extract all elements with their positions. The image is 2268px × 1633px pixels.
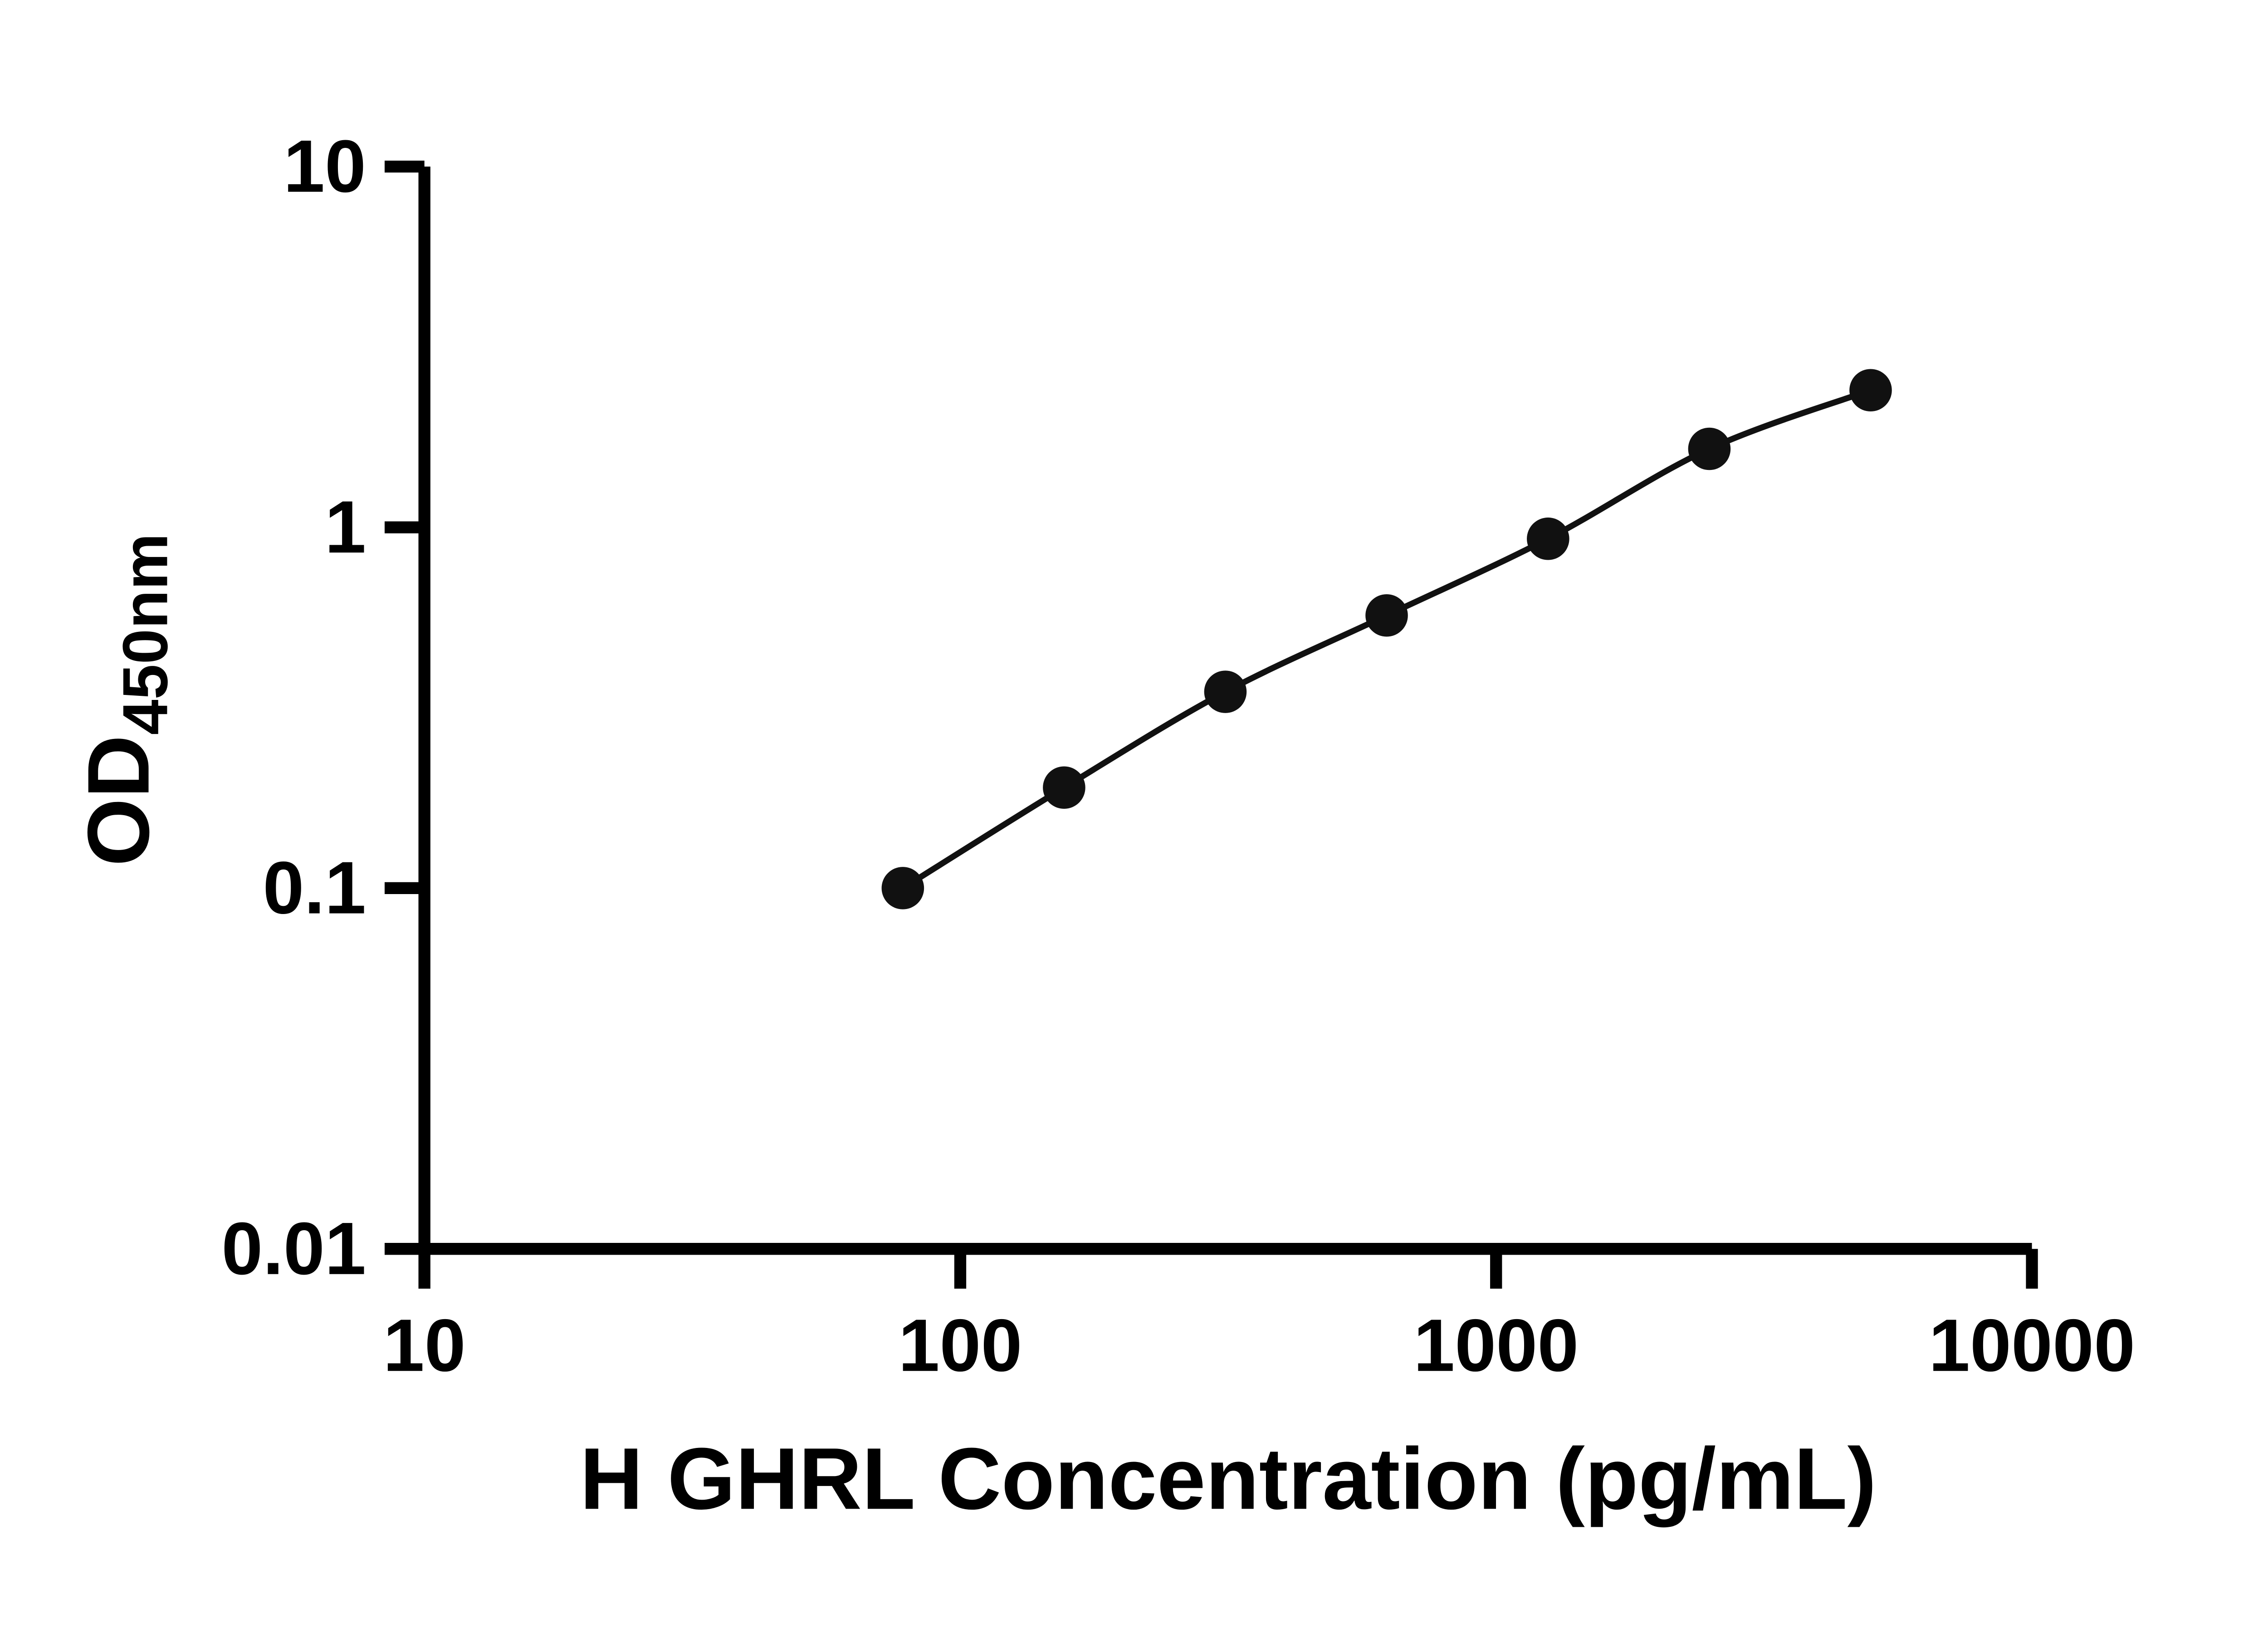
x-axis-tick-label: 10000 [1929, 1304, 2135, 1387]
data-point-marker [1527, 517, 1569, 560]
data-point-marker [881, 867, 924, 909]
y-axis-tick-label: 1 [325, 485, 366, 568]
x-axis-tick-label: 10 [383, 1304, 466, 1387]
y-axis-tick-label: 10 [284, 125, 366, 208]
data-point-marker [1365, 594, 1408, 637]
y-axis-title: OD450nm [69, 533, 181, 866]
data-point-marker [1043, 766, 1085, 809]
y-axis-title-base: OD [69, 735, 167, 866]
x-axis-tick-label: 100 [898, 1304, 1022, 1387]
x-axis-tick-label: 1000 [1413, 1304, 1579, 1387]
data-point-marker [1204, 670, 1247, 713]
y-axis-tick-label: 0.01 [221, 1207, 366, 1290]
plot-area: 10 100 1000 10000 0.01 0.1 1 10 [221, 125, 2135, 1387]
series-curve [901, 387, 1872, 891]
x-axis-title: H GHRL Concentration (pg/mL) [580, 1429, 1877, 1527]
y-axis-tick-label: 0.1 [263, 846, 366, 929]
y-axis-title-subscript: 450nm [109, 533, 181, 735]
data-point-marker [1849, 369, 1892, 412]
data-point-marker [1688, 427, 1731, 470]
